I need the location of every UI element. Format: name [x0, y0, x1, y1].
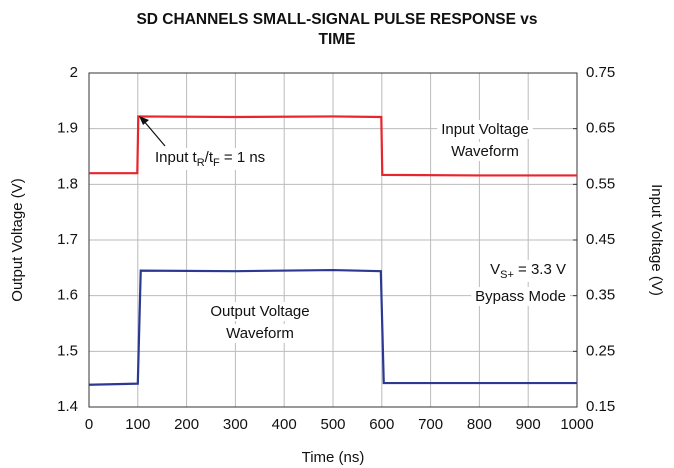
y-axis-label: Output Voltage (V): [9, 178, 26, 301]
annotation-background: [206, 301, 314, 321]
x-tick-label: 900: [516, 416, 541, 433]
annotation-part: Output Voltage: [210, 303, 309, 320]
y-tick-label: 1.9: [57, 120, 78, 137]
x-tick-label: 1000: [560, 416, 593, 433]
series-line: [89, 115, 577, 177]
annotation-background: [151, 147, 270, 170]
annotation-part: Waveform: [451, 143, 519, 160]
y2-tick-label: 0.25: [586, 342, 615, 359]
annotation-part: Input t: [155, 149, 198, 166]
annotation-arrow: [142, 119, 166, 147]
annotation-background: [222, 323, 298, 343]
annotation-part: S+: [500, 269, 514, 281]
annotation: Input tR/tF = 1 ns: [155, 149, 265, 169]
annotation: Input Voltage: [441, 121, 529, 138]
chart-title: TIME: [318, 31, 355, 48]
x-tick-label: 300: [223, 416, 248, 433]
annotation: Waveform: [226, 325, 294, 342]
x-tick-label: 600: [369, 416, 394, 433]
chart-title: SD CHANNELS SMALL-SIGNAL PULSE RESPONSE …: [136, 11, 537, 28]
annotation-part: = 1 ns: [220, 149, 265, 166]
y-tick-label: 1.8: [57, 175, 78, 192]
annotation: VS+ = 3.3 V: [490, 261, 566, 281]
y-tick-label: 1.7: [57, 231, 78, 248]
y2-tick-label: 0.45: [586, 231, 615, 248]
y2-tick-label: 0.55: [586, 175, 615, 192]
annotation: Output Voltage: [210, 303, 309, 320]
series-line: [88, 268, 577, 386]
x-tick-label: 0: [85, 416, 93, 433]
y-tick-label: 1.6: [57, 287, 78, 304]
annotation-part: /t: [205, 149, 214, 166]
annotation: Bypass Mode: [475, 288, 566, 305]
y2-tick-label: 0.35: [586, 287, 615, 304]
x-axis-label: Time (ns): [302, 449, 365, 466]
annotation-part: V: [490, 261, 500, 278]
y2-tick-label: 0.75: [586, 64, 615, 81]
plot-frame: [88, 72, 578, 408]
x-tick-label: 800: [467, 416, 492, 433]
annotation-background: [486, 259, 570, 282]
annotation-part: R: [197, 157, 205, 169]
x-tick-label: 200: [174, 416, 199, 433]
y2-tick-label: 0.15: [586, 398, 615, 415]
annotation-background: [471, 286, 570, 306]
annotation-part: F: [213, 157, 220, 169]
annotation-background: [447, 141, 523, 161]
annotation-arrowhead: [139, 116, 149, 125]
x-tick-label: 400: [272, 416, 297, 433]
y2-tick-label: 0.65: [586, 120, 615, 137]
annotation-background: [437, 119, 533, 139]
annotation: Waveform: [451, 143, 519, 160]
x-tick-label: 700: [418, 416, 443, 433]
annotation-part: Bypass Mode: [475, 288, 566, 305]
x-tick-label: 100: [125, 416, 150, 433]
annotation-part: Waveform: [226, 325, 294, 342]
y-tick-label: 2: [70, 64, 78, 81]
annotation-part: Input Voltage: [441, 121, 529, 138]
annotation-part: = 3.3 V: [514, 261, 566, 278]
x-tick-label: 500: [320, 416, 345, 433]
y-tick-label: 1.5: [57, 342, 78, 359]
y2-axis-label: Input Voltage (V): [648, 184, 665, 296]
y-tick-label: 1.4: [57, 398, 78, 415]
